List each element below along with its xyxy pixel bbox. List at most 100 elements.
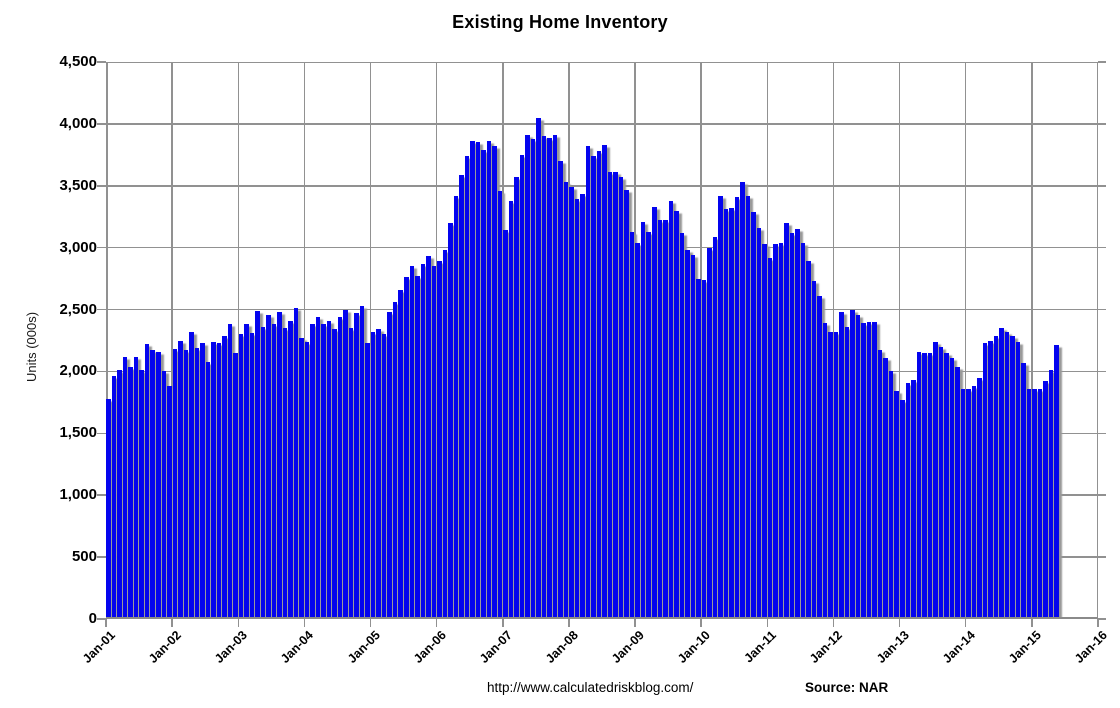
inventory-bar: [348, 328, 354, 619]
plot-area: [106, 62, 1098, 619]
inventory-bar: [993, 335, 999, 619]
inventory-bar: [999, 328, 1004, 619]
inventory-bar: [657, 220, 662, 619]
x-tick-label: Jan-15: [1005, 628, 1044, 666]
footer-source: Source: NAR: [805, 680, 889, 695]
inventory-bar: [784, 222, 789, 619]
inventory-bar: [437, 261, 442, 619]
x-tick-mark: [435, 619, 438, 627]
x-tick-label: Jan-06: [410, 628, 449, 666]
v-gridline: [369, 62, 372, 619]
inventory-bar: [547, 137, 552, 619]
inventory-bar: [580, 194, 585, 619]
y-tick-mark-right: [1098, 556, 1106, 558]
inventory-bar: [762, 243, 767, 619]
inventory-bar: [674, 210, 679, 619]
inventory-bar: [381, 334, 387, 619]
inventory-bar: [304, 341, 310, 619]
x-tick-mark: [303, 619, 306, 627]
x-tick-label: Jan-01: [79, 628, 118, 666]
x-tick-label: Jan-14: [939, 628, 978, 666]
inventory-bar: [723, 209, 729, 619]
inventory-bar: [497, 190, 503, 619]
y-tick-label: 3,500: [59, 176, 97, 194]
y-tick-mark: [97, 556, 106, 558]
inventory-bar: [652, 206, 657, 619]
v-gridline: [1097, 62, 1098, 619]
inventory-bar: [481, 149, 486, 619]
inventory-bar: [668, 200, 674, 619]
inventory-bar: [960, 388, 966, 619]
x-tick-mark: [1097, 619, 1099, 627]
inventory-bar: [178, 340, 183, 619]
inventory-bar: [828, 331, 833, 619]
inventory-bar: [426, 256, 431, 619]
inventory-bar: [988, 340, 993, 619]
inventory-bar: [442, 250, 448, 619]
y-tick-mark-right: [1098, 370, 1106, 373]
v-gridline: [502, 62, 504, 619]
inventory-bar: [585, 146, 591, 619]
inventory-bar: [1054, 345, 1059, 619]
inventory-bar: [806, 261, 811, 619]
x-tick-label: Jan-16: [1071, 628, 1110, 666]
y-tick-mark-right: [1098, 308, 1106, 311]
inventory-bar: [756, 227, 762, 619]
inventory-bar: [922, 352, 927, 619]
y-tick-mark: [97, 61, 106, 63]
inventory-bar: [800, 242, 806, 619]
x-tick-label: Jan-03: [212, 628, 251, 666]
inventory-bar: [822, 323, 828, 619]
inventory-bar: [541, 136, 547, 619]
inventory-bar: [563, 182, 569, 619]
inventory-bar: [172, 349, 178, 619]
y-tick-label: 0: [88, 610, 97, 627]
inventory-bar: [128, 366, 133, 619]
h-gridline: [106, 432, 1098, 435]
inventory-bar: [982, 342, 988, 619]
x-tick-mark: [502, 619, 504, 627]
v-gridline: [435, 62, 438, 619]
inventory-bar: [337, 316, 343, 619]
inventory-bar: [122, 356, 128, 619]
inventory-bar: [536, 117, 541, 619]
inventory-bar: [106, 398, 111, 619]
inventory-bar: [646, 231, 651, 619]
inventory-bar: [260, 326, 266, 619]
inventory-bar: [640, 221, 646, 619]
inventory-bar: [150, 350, 155, 619]
x-tick-mark: [832, 619, 835, 627]
inventory-bar: [525, 135, 530, 619]
y-tick-mark-right: [1098, 432, 1106, 435]
inventory-bar: [773, 243, 778, 619]
y-tick-mark: [97, 370, 106, 373]
inventory-bar: [745, 195, 751, 619]
inventory-bar: [376, 329, 381, 619]
x-tick-label: Jan-05: [344, 628, 383, 666]
inventory-bar: [238, 334, 244, 619]
inventory-bar: [663, 220, 668, 619]
inventory-bar: [888, 371, 894, 619]
y-tick-mark-right: [1098, 618, 1106, 620]
inventory-bar: [431, 266, 437, 619]
v-gridline: [964, 62, 967, 619]
inventory-bar: [927, 352, 933, 619]
x-tick-mark: [369, 619, 372, 627]
inventory-bar: [420, 263, 426, 619]
inventory-bar: [574, 199, 580, 619]
inventory-bar: [894, 391, 899, 619]
y-tick-label: 4,500: [59, 53, 97, 70]
y-tick-mark: [97, 308, 106, 311]
inventory-bar: [415, 276, 420, 619]
inventory-bar: [844, 326, 850, 619]
y-tick-mark: [97, 185, 106, 187]
x-tick-mark: [568, 619, 570, 627]
y-tick-label: 2,000: [59, 362, 97, 380]
inventory-bar: [365, 342, 370, 619]
inventory-bar: [933, 341, 938, 619]
inventory-bar: [354, 313, 359, 619]
inventory-bar: [486, 141, 492, 619]
inventory-bar: [596, 151, 602, 619]
inventory-bar: [911, 380, 916, 619]
